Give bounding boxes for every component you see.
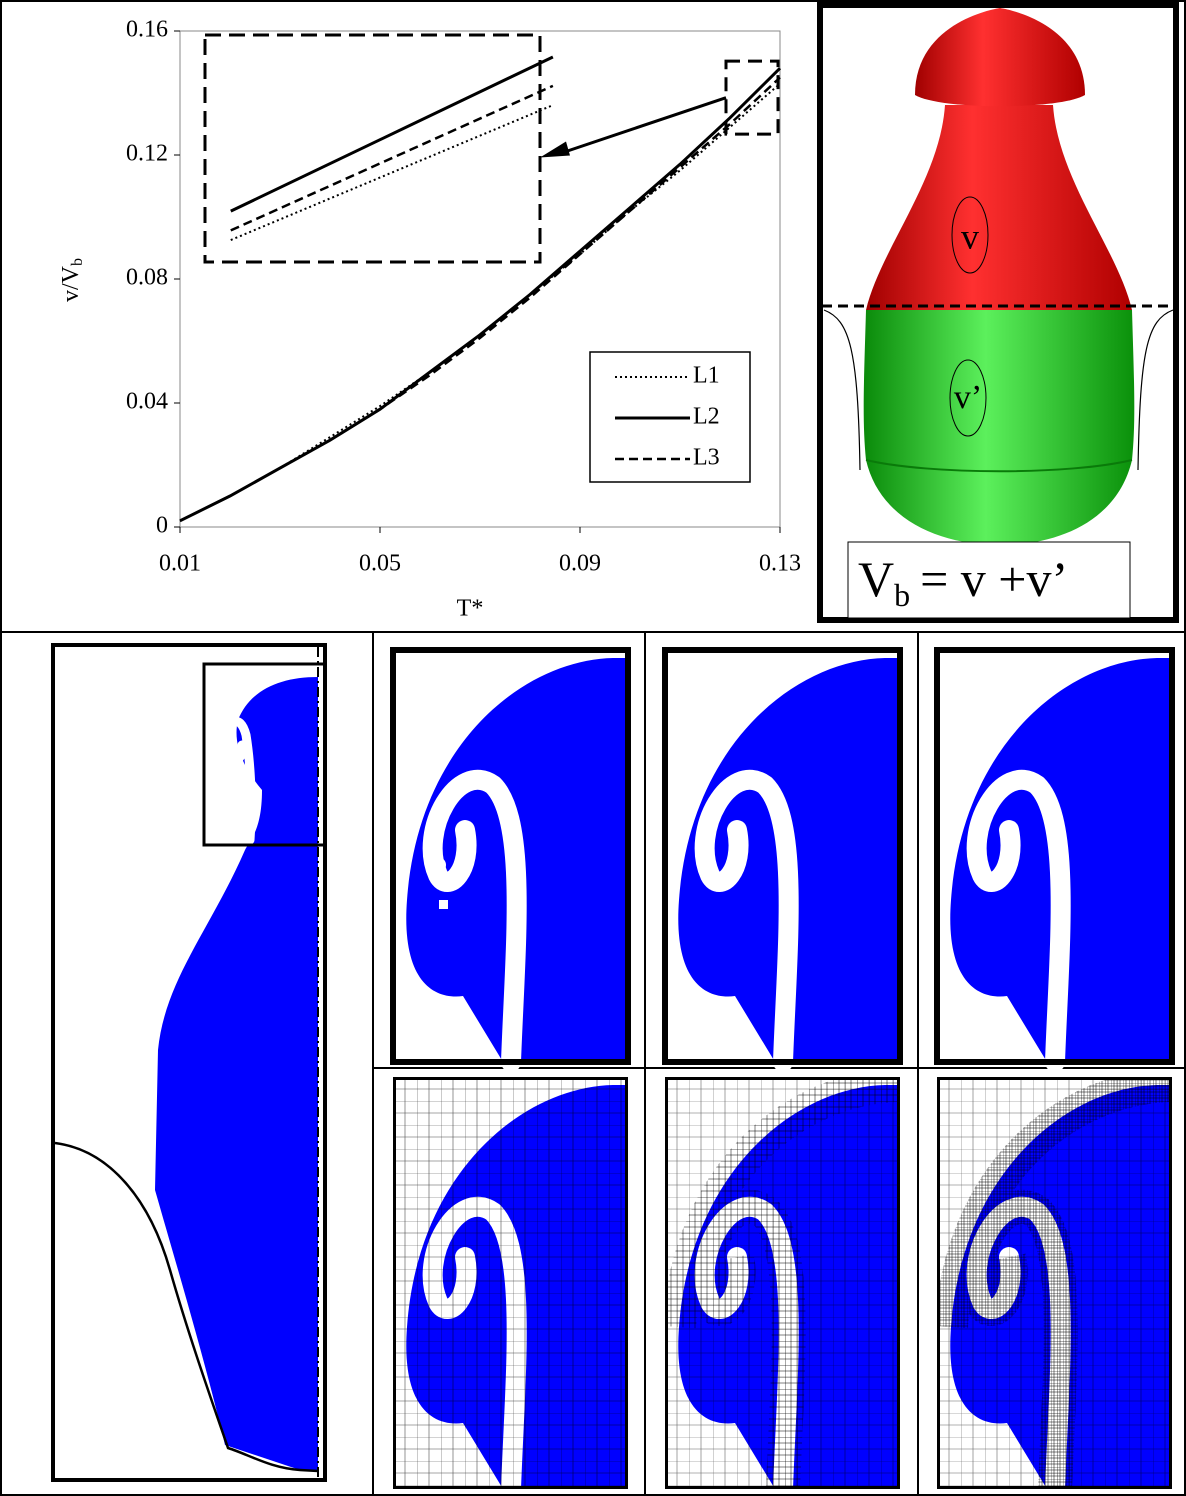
x-tick-label: 0.01	[159, 551, 201, 577]
lower-label: v’	[954, 379, 982, 416]
x-tick-label: 0.09	[559, 551, 601, 577]
inset-frame	[205, 35, 540, 262]
legend-label: L2	[693, 404, 720, 430]
overview-panel	[53, 645, 325, 1480]
equation: Vb = v +v’	[858, 551, 1068, 613]
detail-panel	[665, 650, 900, 1062]
x-tick-label: 0.05	[359, 551, 401, 577]
mesh-panel	[665, 1077, 900, 1489]
y-axis-label: v/Vb	[58, 258, 86, 302]
upper-label: v	[961, 216, 979, 256]
interface	[393, 650, 628, 1062]
detail-panel	[937, 650, 1172, 1062]
y-tick-label: 0.12	[126, 141, 168, 167]
mesh	[393, 1077, 628, 1489]
legend-label: L1	[693, 363, 720, 389]
equation-symbol: V	[858, 551, 894, 607]
droplet	[430, 857, 446, 873]
y-axis-label-group: v/Vb	[58, 258, 86, 302]
y-tick-label: 0.04	[126, 389, 168, 415]
x-tick-label: 0.13	[759, 551, 801, 577]
equation-rest: = v +v’	[920, 551, 1068, 607]
arrow-head	[540, 142, 570, 158]
y-tick-label: 0.16	[126, 17, 168, 43]
lower-bubble	[864, 310, 1135, 545]
x-axis-label: T*	[457, 596, 484, 622]
y-axis-label-subscript: b	[69, 258, 86, 266]
y-tick-label: 0	[156, 513, 168, 539]
y-tick-label: 0.08	[126, 265, 168, 291]
interface	[665, 650, 900, 1062]
figure: T* v/Vb 00.040.080.120.160.010.050.090.1…	[0, 0, 1186, 1496]
equation-subscript: b	[894, 577, 910, 613]
volume-panel: v v’ Vb = v +v’	[820, 5, 1176, 620]
interface	[937, 650, 1172, 1062]
legend-label: L3	[693, 445, 720, 471]
droplet	[439, 900, 448, 909]
mesh-panel	[937, 1077, 1172, 1489]
line-chart: T* v/Vb 0 0.04 0.08 0.12 0.16 0.01 0.05 0.09 0.1…	[58, 17, 802, 622]
detail-panel	[393, 650, 628, 1062]
mesh-panel	[393, 1077, 628, 1489]
y-axis-label-main: v/V	[58, 265, 84, 302]
